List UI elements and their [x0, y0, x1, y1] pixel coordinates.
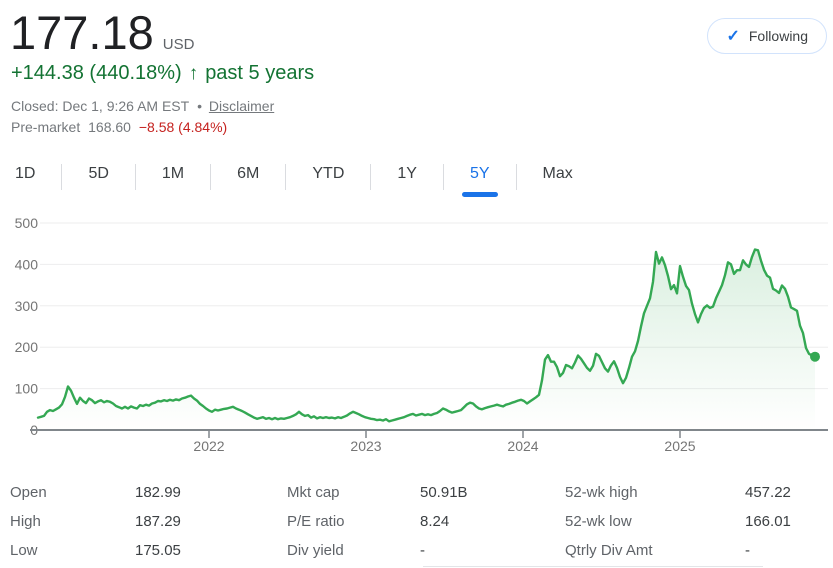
stat-row: Open 182.99	[10, 478, 287, 507]
disclaimer-link[interactable]: Disclaimer	[208, 98, 275, 114]
tab-1m[interactable]: 1M	[161, 165, 185, 182]
premarket-row: Pre-market 168.60 −8.58 (4.84%)	[11, 119, 231, 135]
stats-column: 52-wk high 457.22 52-wk low 166.01 Qtrly Div…	[565, 478, 823, 565]
current-price-dot	[810, 351, 820, 362]
y-axis-label: 400	[15, 256, 39, 272]
price-chart-svg: 01002003004005002022202320242025	[15, 215, 828, 454]
stat-label: Open	[10, 484, 47, 501]
y-axis-label: 500	[15, 215, 39, 231]
stat-label: 52-wk low	[565, 513, 632, 530]
stat-label: High	[10, 513, 41, 530]
stat-label: P/E ratio	[287, 513, 345, 530]
x-axis-label: 2023	[350, 438, 381, 454]
premarket-change: −8.58 (4.84%)	[138, 119, 228, 135]
stat-value: -	[420, 542, 425, 559]
stat-label: Qtrly Div Amt	[565, 542, 653, 559]
stat-row: Low 175.05	[10, 536, 287, 565]
stats-column: Mkt cap 50.91B P/E ratio 8.24 Div yield -	[287, 478, 565, 565]
stat-label: Low	[10, 542, 38, 559]
stat-value: -	[745, 542, 750, 559]
stat-row: P/E ratio 8.24	[287, 507, 565, 536]
tab-6m[interactable]: 6M	[237, 165, 260, 182]
price-change-value: +144.38 (440.18%)	[11, 62, 182, 84]
stats-table: Open 182.99 High 187.29 Low 175.05 Mkt cap 50.9…	[10, 478, 823, 565]
tab-5d[interactable]: 5D	[88, 165, 109, 182]
tab-divider	[370, 164, 372, 190]
tab-divider	[285, 164, 287, 190]
area-fill	[38, 249, 815, 430]
stat-value: 50.91B	[420, 484, 468, 501]
tab-1d[interactable]: 1D	[15, 165, 36, 182]
time-range-tabs: 1D 5D 1M 6M YTD 1Y 5Y Max	[0, 156, 599, 198]
stat-row: High 187.29	[10, 507, 287, 536]
premarket-price: 168.60	[88, 119, 131, 135]
stats-column: Open 182.99 High 187.29 Low 175.05	[10, 478, 287, 565]
following-button[interactable]: ✓ Following	[707, 18, 827, 54]
stat-value: 187.29	[135, 513, 181, 530]
price-change-period: past 5 years	[205, 62, 315, 84]
stat-row: Qtrly Div Amt -	[565, 536, 823, 565]
tab-divider	[61, 164, 63, 190]
market-status-text: Closed: Dec 1, 9:26 AM EST	[11, 98, 190, 114]
tab-1y[interactable]: 1Y	[397, 165, 417, 182]
stat-value: 175.05	[135, 542, 181, 559]
tab-divider	[515, 164, 517, 190]
x-axis-label: 2024	[507, 438, 538, 454]
premarket-label: Pre-market	[11, 119, 81, 135]
y-axis-label: 100	[15, 381, 39, 397]
stat-row: Mkt cap 50.91B	[287, 478, 565, 507]
tab-divider	[210, 164, 212, 190]
stat-label: Div yield	[287, 542, 344, 559]
price-change-row: +144.38 (440.18%) ↑ past 5 years	[11, 62, 314, 85]
y-axis-label: 200	[15, 339, 39, 355]
bottom-divider	[423, 566, 763, 567]
price-line	[36, 248, 817, 423]
stat-value: 182.99	[135, 484, 181, 501]
stat-row: Div yield -	[287, 536, 565, 565]
market-status-row: Closed: Dec 1, 9:26 AM EST • Disclaimer	[11, 98, 274, 114]
stat-value: 166.01	[745, 513, 791, 530]
stat-label: 52-wk high	[565, 484, 638, 501]
stat-row: 52-wk low 166.01	[565, 507, 823, 536]
stat-value: 8.24	[420, 513, 450, 530]
stat-row: 52-wk high 457.22	[565, 478, 823, 507]
following-label: Following	[748, 28, 808, 44]
stock-price: 177.18	[10, 6, 154, 59]
price-chart[interactable]: 01002003004005002022202320242025	[0, 205, 833, 455]
price-header: 177.18 USD	[10, 9, 194, 56]
stat-label: Mkt cap	[287, 484, 340, 501]
check-icon: ✓	[726, 28, 740, 45]
x-axis-label: 2025	[664, 438, 695, 454]
tab-max[interactable]: Max	[542, 165, 573, 182]
tab-5y[interactable]: 5Y	[444, 156, 516, 198]
y-axis-label: 300	[15, 298, 39, 314]
tab-divider	[134, 164, 136, 190]
stat-value: 457.22	[745, 484, 791, 501]
x-axis-label: 2022	[193, 438, 224, 454]
arrow-up-icon: ↑	[188, 62, 199, 84]
currency-label: USD	[162, 36, 195, 53]
bullet-separator: •	[197, 98, 202, 114]
tab-ytd[interactable]: YTD	[312, 165, 345, 182]
